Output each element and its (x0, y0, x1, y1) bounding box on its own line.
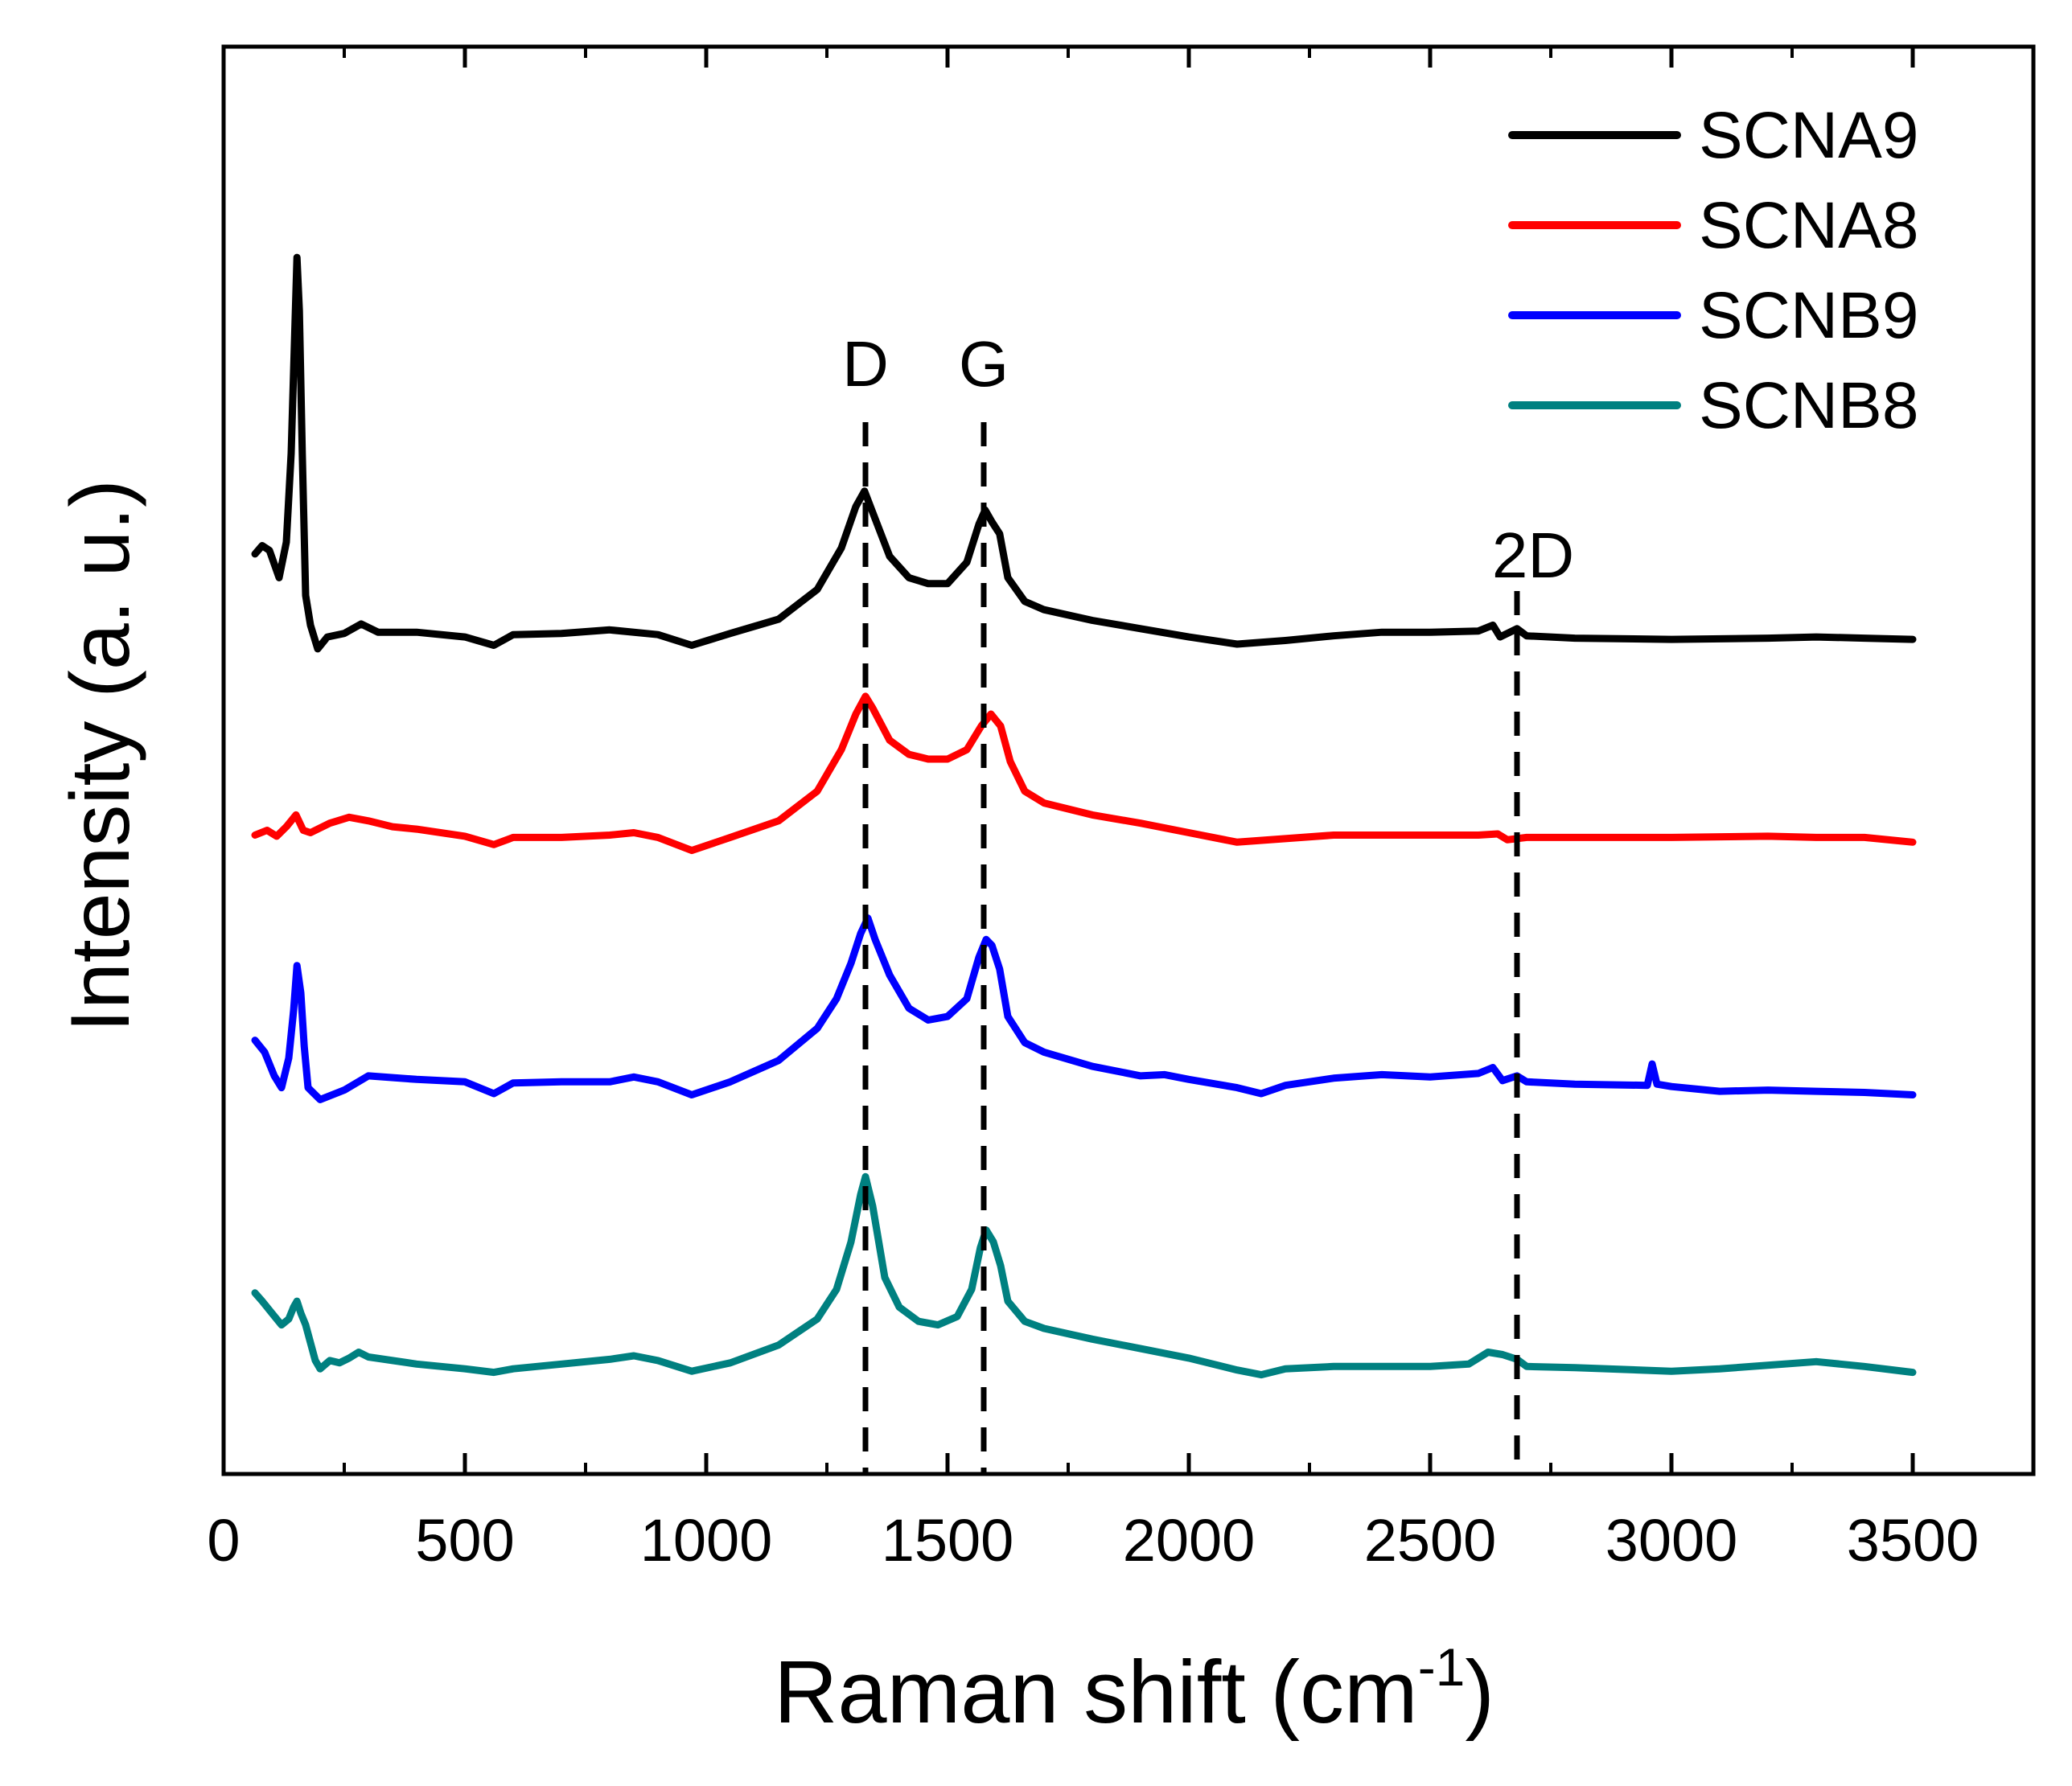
annotation-label-g: G (959, 328, 1009, 400)
x-axis-label-suffix: ) (1465, 1643, 1494, 1742)
annotation-label-2d: 2D (1492, 519, 1574, 591)
x-axis-label-main: Raman shift (cm (774, 1643, 1418, 1742)
x-tick-label: 3500 (1847, 1507, 1980, 1574)
annotation-label-d: D (842, 328, 889, 400)
series-line-scnb8 (251, 1172, 1917, 1379)
x-axis-label-superscript: -1 (1418, 1637, 1466, 1697)
series-line-scna8 (251, 692, 1917, 855)
plot-frame (221, 44, 2036, 1476)
tick-layer: 0 500 1000 1500 2000 2500 3000 3500 (207, 47, 1979, 1574)
x-tick-label: 2500 (1364, 1507, 1497, 1574)
annotation-layer: D G 2D (842, 328, 1574, 1474)
x-tick-label: 2000 (1123, 1507, 1256, 1574)
x-tick-label: 1000 (640, 1507, 773, 1574)
y-axis-label: Intensity (a. u.) (54, 479, 147, 1033)
x-axis-label: Raman shift (cm-1) (774, 1637, 1494, 1742)
series-layer (251, 253, 1917, 1379)
legend-label-scnb8: SCNB8 (1699, 369, 1918, 442)
legend: SCNA9 SCNA8 SCNB9 SCNB8 (1508, 99, 1918, 442)
legend-label-scnb9: SCNB9 (1699, 279, 1918, 352)
x-tick-label: 500 (415, 1507, 514, 1574)
x-tick-label: 0 (207, 1507, 240, 1574)
x-tick-label: 3000 (1605, 1507, 1738, 1574)
legend-label-scna9: SCNA9 (1699, 99, 1918, 172)
series-line-scna9 (251, 253, 1917, 653)
legend-label-scna8: SCNA8 (1699, 189, 1918, 262)
x-tick-label: 1500 (882, 1507, 1014, 1574)
